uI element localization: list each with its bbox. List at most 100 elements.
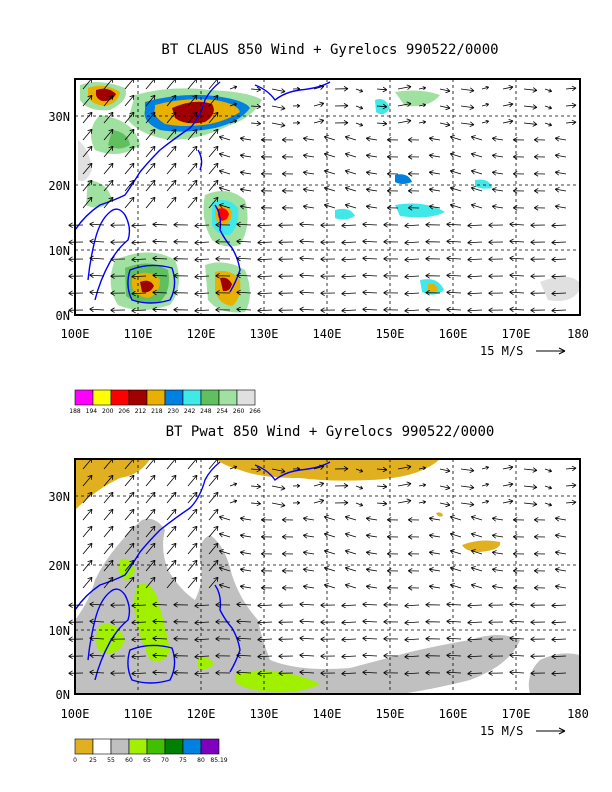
wind-vector: [257, 222, 273, 229]
wind-vector: [103, 559, 114, 572]
pwat-grid: [75, 459, 580, 694]
wind-vector: [124, 474, 135, 487]
wind-vector: [82, 196, 93, 209]
wind-vector: [215, 307, 231, 313]
wind-vector: [131, 653, 147, 660]
wind-vector: [208, 162, 219, 175]
wind-vector: [208, 542, 219, 555]
wind-vector: [215, 290, 231, 296]
wind-vector: [82, 145, 93, 158]
wind-vector: [260, 188, 273, 194]
wind-vector: [407, 137, 420, 143]
wind-vector: [166, 542, 177, 555]
wind-vector: [488, 602, 504, 608]
wind-vector: [208, 145, 219, 158]
wind-vector: [281, 137, 294, 143]
wind-vector: [187, 474, 198, 487]
pwat-wind-vectors: [68, 457, 577, 677]
claus-ytick: 30N: [48, 110, 70, 124]
legend-label: 194: [86, 408, 98, 415]
wind-vector: [145, 576, 156, 589]
wind-vector: [488, 653, 504, 659]
wind-vector: [460, 484, 475, 490]
wind-vector: [446, 255, 462, 262]
wind-vector: [103, 542, 114, 555]
wind-vector: [110, 256, 126, 262]
legend-swatch: [218, 389, 238, 406]
wind-vector: [110, 670, 126, 676]
wind-vector: [229, 465, 238, 470]
wind-vector: [362, 652, 378, 659]
wind-vector: [239, 516, 252, 522]
pwat-ytick: 20N: [48, 559, 70, 573]
wind-vector: [313, 498, 325, 504]
wind-vector: [404, 653, 420, 660]
wind-vector: [488, 239, 504, 245]
wind-vector: [509, 618, 525, 625]
wind-vector: [260, 137, 273, 143]
wind-vector: [313, 481, 325, 487]
wind-vector: [323, 203, 336, 209]
wind-vector: [152, 221, 168, 228]
wind-vector: [428, 204, 441, 210]
wind-vector: [509, 669, 525, 676]
wind-vector: [320, 619, 336, 625]
wind-vector: [523, 467, 538, 473]
wind-vector: [131, 307, 147, 314]
wind-vector: [103, 508, 114, 521]
wind-vector: [512, 517, 525, 523]
wind-vector: [299, 652, 315, 659]
wind-vector: [110, 636, 126, 642]
wind-vector: [512, 568, 525, 574]
wind-vector: [383, 307, 399, 313]
pwat-xtick: 140E: [313, 707, 342, 721]
wind-vector: [407, 551, 420, 557]
wind-vector: [449, 152, 462, 158]
legend-swatch: [146, 389, 166, 406]
pwat-panel: BT Pwat 850 Wind + Gyrelocs 990522/0000: [48, 424, 589, 764]
wind-vector: [365, 170, 378, 176]
wind-vector: [554, 533, 567, 539]
wind-vector: [323, 135, 336, 141]
wind-vector: [512, 534, 525, 540]
wind-vector: [355, 468, 364, 473]
wind-vector: [82, 525, 93, 538]
wind-vector: [299, 255, 315, 262]
legend-label: 266: [249, 408, 261, 415]
wind-vector: [449, 566, 462, 572]
wind-vector: [362, 238, 378, 245]
wind-vector: [470, 515, 483, 521]
wind-vector: [260, 551, 273, 557]
wind-vector: [166, 196, 177, 209]
wind-vector: [208, 559, 219, 572]
wind-vector: [313, 84, 325, 90]
wind-vector: [530, 273, 546, 279]
wind-vector: [239, 187, 252, 193]
wind-vector: [281, 205, 294, 211]
wind-vector: [187, 542, 198, 555]
wind-vector: [488, 636, 504, 642]
wind-vector: [257, 256, 273, 263]
wind-vector: [502, 481, 514, 488]
legend-label: 60: [125, 757, 133, 764]
wind-vector: [551, 239, 567, 246]
wind-vector: [124, 179, 135, 192]
wind-vector: [383, 239, 399, 245]
wind-vector: [397, 481, 412, 487]
wind-vector: [523, 484, 538, 490]
wind-vector: [323, 583, 336, 589]
wind-vector: [404, 602, 420, 609]
wind-vector: [187, 491, 198, 504]
legend-swatch: [164, 738, 184, 755]
wind-vector: [278, 636, 294, 642]
wind-vector: [124, 525, 135, 538]
wind-vector: [239, 533, 252, 539]
wind-vector: [218, 186, 231, 192]
wind-vector: [278, 653, 294, 659]
wind-vector: [386, 188, 399, 194]
wind-vector: [544, 485, 553, 490]
wind-vector: [187, 162, 198, 175]
wind-vector: [320, 602, 336, 608]
wind-vector: [187, 576, 198, 589]
wind-vector: [386, 517, 399, 523]
